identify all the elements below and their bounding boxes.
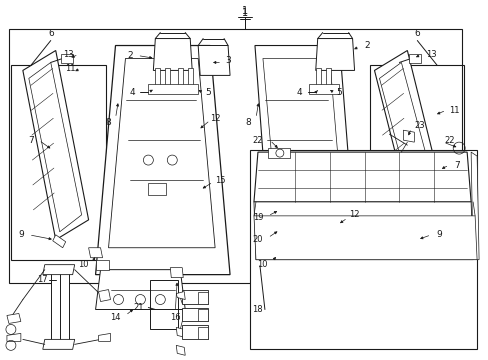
Polygon shape (176, 345, 185, 355)
Bar (315, 68, 320, 90)
Text: 23: 23 (413, 121, 424, 130)
Text: 8: 8 (105, 118, 111, 127)
Text: 9: 9 (18, 230, 24, 239)
Polygon shape (61, 54, 73, 63)
Polygon shape (95, 45, 229, 275)
Polygon shape (42, 339, 75, 349)
Polygon shape (95, 270, 185, 310)
Text: 9: 9 (435, 230, 441, 239)
Bar (198, 292, 208, 303)
Text: 7: 7 (453, 161, 459, 170)
Polygon shape (253, 216, 476, 260)
Text: 21: 21 (133, 303, 143, 312)
Polygon shape (7, 333, 21, 341)
Bar (198, 328, 208, 339)
Text: 6: 6 (414, 29, 419, 38)
Polygon shape (53, 235, 65, 248)
Bar (178, 68, 183, 90)
Bar (188, 68, 193, 90)
Polygon shape (263, 58, 345, 248)
Polygon shape (253, 152, 470, 202)
Polygon shape (7, 314, 21, 323)
Bar (155, 68, 160, 90)
Text: 16: 16 (170, 313, 180, 322)
Polygon shape (99, 289, 110, 302)
Text: 4: 4 (296, 88, 302, 97)
Text: 2: 2 (364, 41, 369, 50)
Polygon shape (408, 54, 421, 63)
Bar (165, 68, 170, 90)
Text: 12: 12 (209, 114, 220, 123)
Polygon shape (470, 152, 478, 260)
Bar (249, 150, 476, 349)
Text: 18: 18 (251, 305, 262, 314)
Text: 12: 12 (348, 210, 359, 219)
Polygon shape (403, 130, 413, 142)
Text: 20: 20 (252, 235, 263, 244)
Bar (325, 68, 330, 90)
Text: 13: 13 (63, 50, 74, 59)
Polygon shape (254, 45, 357, 275)
Text: 19: 19 (252, 213, 263, 222)
Bar (51, 265, 68, 345)
Text: 15: 15 (214, 176, 225, 185)
Polygon shape (170, 268, 183, 278)
Text: 13: 13 (425, 50, 436, 59)
Text: 2: 2 (127, 51, 133, 60)
Polygon shape (29, 62, 81, 232)
Polygon shape (88, 248, 102, 258)
Text: 5: 5 (205, 88, 211, 97)
Polygon shape (99, 333, 110, 341)
Polygon shape (374, 50, 448, 240)
Text: 22: 22 (252, 136, 263, 145)
Text: 5: 5 (336, 88, 342, 97)
Text: 1: 1 (242, 8, 247, 18)
Polygon shape (176, 328, 185, 337)
Polygon shape (410, 235, 424, 248)
Text: 11: 11 (448, 106, 459, 115)
Bar (182, 325, 208, 339)
Polygon shape (23, 50, 88, 240)
Text: 10: 10 (78, 260, 89, 269)
Polygon shape (198, 45, 229, 75)
Polygon shape (176, 292, 185, 300)
Bar (198, 310, 208, 321)
Text: 22: 22 (443, 136, 453, 145)
Bar (148, 183, 166, 195)
Bar (182, 307, 208, 321)
Text: 6: 6 (48, 29, 54, 38)
Polygon shape (153, 39, 192, 71)
Text: 14: 14 (110, 313, 121, 322)
Bar (150, 280, 178, 329)
Bar (369, 66, 463, 260)
Polygon shape (267, 148, 289, 158)
Text: 3: 3 (225, 56, 230, 65)
Text: 7: 7 (28, 136, 34, 145)
Text: 8: 8 (244, 118, 250, 127)
Bar (182, 289, 208, 303)
Polygon shape (253, 202, 472, 260)
Text: 10: 10 (256, 260, 266, 269)
Polygon shape (42, 265, 75, 275)
Polygon shape (108, 58, 215, 248)
Bar (9, 28, 461, 283)
Bar (308, 84, 338, 94)
Polygon shape (315, 39, 354, 71)
Polygon shape (95, 260, 108, 270)
Text: 4: 4 (129, 88, 135, 97)
Polygon shape (379, 62, 441, 232)
Bar (11, 66, 105, 260)
Text: 1: 1 (242, 6, 247, 15)
Bar (148, 84, 198, 94)
Polygon shape (267, 248, 281, 258)
Text: 17: 17 (38, 275, 48, 284)
Text: 11: 11 (65, 64, 76, 73)
